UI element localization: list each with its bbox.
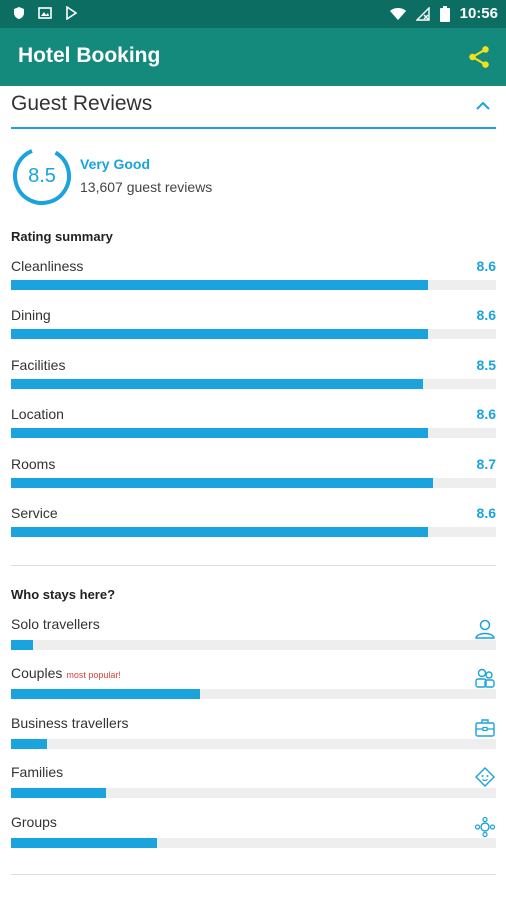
who-bar-fill	[11, 838, 157, 848]
who-label-text: Families	[11, 764, 64, 780]
app-bar: Hotel Booking	[0, 28, 506, 86]
rating-bar-track	[11, 329, 496, 339]
who-label: Couples most popular!	[11, 665, 121, 681]
rating-value: 8.7	[476, 456, 496, 472]
who-label: Families	[11, 764, 63, 780]
who-bar-fill	[11, 788, 106, 798]
rating-row-cleanliness: Cleanliness 8.6	[11, 258, 496, 290]
who-bar-fill	[11, 640, 33, 650]
most-popular-badge: most popular!	[66, 670, 121, 680]
rating-bar-track	[11, 527, 496, 537]
rating-label: Facilities	[11, 357, 66, 373]
rating-row-facilities: Facilities 8.5	[11, 357, 496, 389]
who-bar-track	[11, 689, 496, 699]
rating-label: Service	[11, 505, 58, 521]
who-row-families: Families	[11, 764, 496, 798]
who-stays-title: Who stays here?	[11, 587, 116, 602]
group-icon	[474, 816, 496, 838]
status-bar: 10:56	[0, 0, 506, 28]
rating-label: Dining	[11, 307, 51, 323]
divider	[11, 565, 496, 566]
guest-reviews-header[interactable]: Guest Reviews	[11, 92, 496, 129]
who-bar-track	[11, 788, 496, 798]
rating-value: 8.6	[476, 307, 496, 323]
person-icon	[475, 619, 495, 639]
briefcase-icon	[475, 719, 495, 737]
app-title: Hotel Booking	[18, 44, 161, 67]
who-label: Groups	[11, 814, 57, 830]
who-row-business: Business travellers	[11, 715, 496, 749]
who-label-text: Groups	[11, 814, 57, 830]
rating-bar-fill	[11, 379, 424, 389]
battery-icon	[439, 5, 450, 22]
rating-value: 8.6	[476, 406, 496, 422]
rating-bar-fill	[11, 280, 429, 290]
rating-row-service: Service 8.6	[11, 505, 496, 537]
rating-bar-track	[11, 379, 496, 389]
rating-bar-fill	[11, 329, 429, 339]
status-time: 10:56	[459, 5, 498, 22]
rating-bar-fill	[11, 428, 429, 438]
overall-score: 8.5	[28, 164, 56, 187]
score-ring	[13, 147, 71, 205]
image-icon	[38, 7, 52, 19]
rating-row-rooms: Rooms 8.7	[11, 456, 496, 488]
share-icon[interactable]	[466, 44, 492, 70]
who-label-text: Solo travellers	[11, 616, 100, 632]
rating-bar-track	[11, 428, 496, 438]
play-store-icon	[66, 6, 78, 20]
rating-row-dining: Dining 8.6	[11, 307, 496, 339]
divider	[11, 874, 496, 875]
chevron-up-icon[interactable]	[474, 98, 492, 114]
rating-bar-fill	[11, 527, 429, 537]
who-label-text: Business travellers	[11, 715, 129, 731]
review-count: 13,607 guest reviews	[80, 179, 213, 195]
who-label: Business travellers	[11, 715, 129, 731]
rating-bar-fill	[11, 478, 433, 488]
rating-value: 8.5	[476, 357, 496, 373]
wifi-icon	[389, 7, 406, 20]
rating-label: Cleanliness	[11, 258, 84, 274]
who-row-groups: Groups	[11, 814, 496, 848]
who-row-couples: Couples most popular!	[11, 665, 496, 699]
baby-face-icon	[475, 767, 495, 787]
rating-row-location: Location 8.6	[11, 406, 496, 438]
who-bar-fill	[11, 739, 48, 749]
who-bar-fill	[11, 689, 201, 699]
rating-label: Rooms	[11, 456, 56, 472]
rating-bar-track	[11, 478, 496, 488]
rating-summary-title: Rating summary	[11, 229, 113, 244]
rating-label: Location	[11, 406, 64, 422]
no-signal-icon	[415, 6, 430, 21]
rating-value: 8.6	[476, 505, 496, 521]
rating-bar-track	[11, 280, 496, 290]
who-bar-track	[11, 838, 496, 848]
rating-value: 8.6	[476, 258, 496, 274]
who-label-text: Couples	[11, 665, 63, 681]
couple-icon	[475, 668, 495, 688]
who-bar-track	[11, 640, 496, 650]
section-title: Guest Reviews	[11, 92, 153, 115]
who-label: Solo travellers	[11, 616, 100, 632]
who-row-solo: Solo travellers	[11, 616, 496, 650]
shield-icon	[14, 7, 24, 19]
who-bar-track	[11, 739, 496, 749]
score-word: Very Good	[80, 156, 151, 172]
